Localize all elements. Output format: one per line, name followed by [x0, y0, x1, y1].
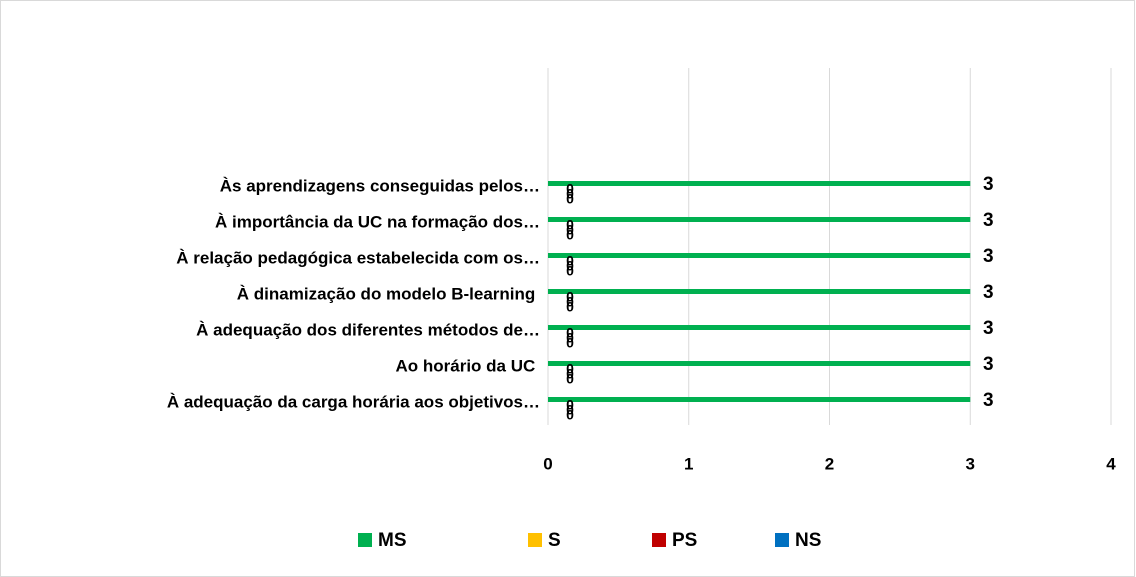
data-label: 3: [983, 354, 994, 375]
data-label: 0: [566, 227, 574, 243]
data-label: 0: [566, 330, 574, 346]
legend-label: S: [548, 530, 561, 551]
data-label: 0: [566, 294, 574, 310]
data-label: 0: [566, 289, 574, 305]
legend-swatch: [358, 533, 372, 547]
data-label: 3: [983, 282, 994, 303]
legend-label: NS: [795, 530, 821, 551]
data-label: 0: [566, 258, 574, 274]
data-label: 0: [566, 299, 574, 315]
data-label: 0: [566, 217, 574, 233]
y-tick-label: À dinamização do modelo B-learning: [237, 284, 540, 303]
data-label: 0: [566, 402, 574, 418]
bar: [548, 217, 971, 222]
bar: [548, 325, 971, 330]
bar: [548, 253, 971, 258]
legend-swatch: [528, 533, 542, 547]
data-label: 0: [566, 186, 574, 202]
y-tick-label: À adequação da carga horária aos objetiv…: [167, 392, 540, 411]
data-label: 0: [566, 222, 574, 238]
data-label: 3: [983, 390, 994, 411]
data-label: 0: [566, 397, 574, 413]
data-label: 0: [566, 361, 574, 377]
data-label: 3: [983, 246, 994, 267]
legend-label: MS: [378, 530, 407, 551]
bar: [548, 361, 971, 366]
x-tick-label: 0: [543, 454, 552, 473]
legend-label: PS: [672, 530, 697, 551]
bar: [548, 397, 971, 402]
x-tick-label: 4: [1106, 454, 1116, 473]
y-tick-label: À importância da UC na formação dos…: [215, 212, 540, 231]
data-label: 3: [983, 318, 994, 339]
x-tick-label: 1: [684, 454, 693, 473]
data-label: 0: [566, 253, 574, 269]
data-label: 0: [566, 407, 574, 423]
bar: [548, 289, 971, 294]
data-label: 0: [566, 325, 574, 341]
x-tick-label: 3: [966, 454, 975, 473]
data-label: 0: [566, 371, 574, 387]
data-label: 0: [566, 366, 574, 382]
y-tick-label: À relação pedagógica estabelecida com os…: [176, 248, 540, 267]
legend-swatch: [652, 533, 666, 547]
data-label: 3: [983, 210, 994, 231]
data-label: 0: [566, 335, 574, 351]
data-label: 0: [566, 181, 574, 197]
x-tick-label: 2: [825, 454, 834, 473]
y-tick-label: Ao horário da UC: [395, 356, 540, 375]
legend-swatch: [775, 533, 789, 547]
data-label: 0: [566, 263, 574, 279]
y-tick-label: À adequação dos diferentes métodos de…: [196, 320, 540, 339]
data-label: 0: [566, 191, 574, 207]
data-label: 3: [983, 174, 994, 195]
bar: [548, 181, 971, 186]
y-tick-label: Às aprendizagens conseguidas pelos…: [220, 176, 540, 195]
